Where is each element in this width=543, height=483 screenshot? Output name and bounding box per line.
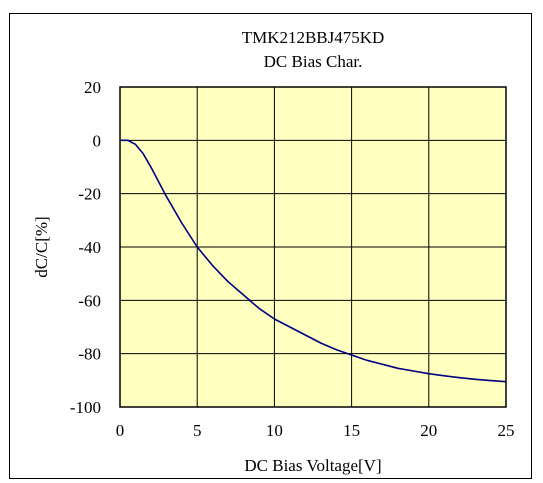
x-axis-label: DC Bias Voltage[V] [244,456,381,475]
plot-border [119,86,507,408]
chart-subtitle: DC Bias Char. [264,52,363,71]
x-tick-label: 10 [266,421,283,440]
x-tick-label: 5 [193,421,202,440]
chart-title: TMK212BBJ475KD [242,28,385,47]
x-tick-label: 20 [420,421,437,440]
series-line [120,139,507,383]
y-tick-labels: 20 0 -20 -40 -60 -80 -100 [70,78,101,417]
y-tick-label: -80 [78,345,101,364]
y-tick-label: -60 [78,291,101,310]
y-tick-label: -40 [78,238,101,257]
x-tick-label: 25 [498,421,515,440]
y-tick-label: 0 [93,131,102,150]
y-tick-label: -100 [70,398,101,417]
x-tick-label: 0 [116,421,125,440]
x-tick-label: 15 [343,421,360,440]
series-layer [120,139,507,383]
y-tick-label: -20 [78,185,101,204]
x-tick-labels: 0 5 10 15 20 25 [116,421,515,440]
y-axis-label: dC/C[%] [32,216,51,277]
y-tick-label: 20 [84,78,101,97]
